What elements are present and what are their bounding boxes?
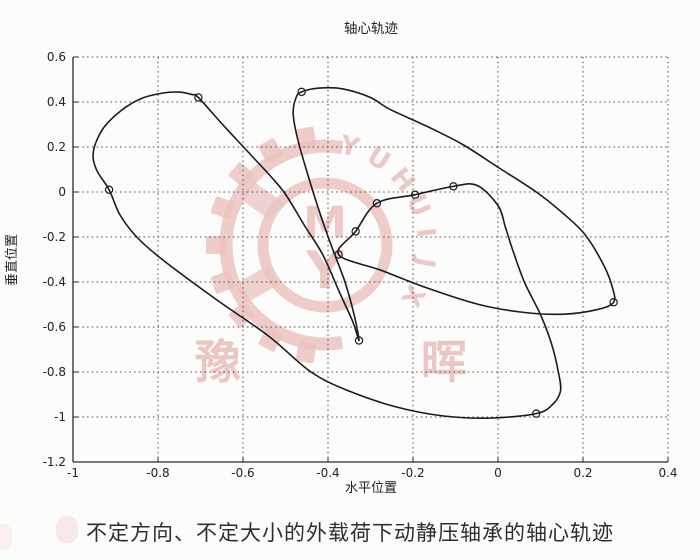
watermark-gear-tooth: [295, 341, 317, 364]
y-tick-label: 0.2: [47, 140, 66, 154]
watermark-gear-tooth: [295, 126, 317, 149]
grid-lines: [73, 56, 669, 462]
data-marker: [297, 87, 306, 97]
watermark-ring-letter: I: [410, 226, 441, 239]
watermark-spoke: [239, 180, 283, 221]
y-tick-label: 0.6: [47, 50, 66, 64]
orbit-chart: Y UHUIJXMY豫晖 -1 -0.8 -0.6 -0.4 -0.2 0 0.2 0.40.6…: [5, 21, 678, 496]
x-tick-label: 0.4: [658, 466, 677, 480]
x-tick-label: -1: [67, 466, 79, 480]
x-tick-label: -0.2: [401, 466, 424, 480]
x-tick-label: -0.6: [231, 466, 254, 480]
watermark-ring-letter: J: [409, 253, 441, 270]
watermark-ring-letter: U: [362, 141, 396, 178]
data-marker: [354, 336, 364, 345]
axes: [72, 56, 669, 463]
data-marker: [609, 298, 618, 307]
data-marker: [449, 182, 458, 191]
watermark-char-right: 晖: [421, 335, 467, 389]
scan-smudge: [0, 524, 12, 550]
data-marker: [372, 199, 382, 208]
y-tick-label: -0.8: [43, 365, 66, 379]
x-axis-label: 水平位置: [345, 481, 397, 496]
watermark-gear-tooth: [210, 196, 235, 220]
watermark-inner-circle: [257, 177, 393, 313]
scan-smudge: [56, 516, 78, 543]
watermark-gear-tooth: [210, 270, 235, 294]
data-marker: [532, 409, 541, 418]
data-marker: [410, 190, 420, 199]
orbit-path: [92, 86, 616, 420]
y-tick-label: 0: [58, 185, 66, 199]
watermark-gear-ring: [219, 139, 344, 351]
data-marker: [334, 250, 343, 259]
y-tick-label: -1.2: [43, 455, 66, 469]
watermark-gear-tooth: [206, 236, 226, 254]
watermark-gear-tooth: [228, 162, 255, 188]
y-tick-label: 0.4: [47, 95, 66, 109]
watermark-spoke: [235, 264, 280, 304]
y-tick-label: -0.6: [43, 320, 66, 334]
y-tick-label: -0.4: [43, 275, 66, 289]
watermark-ring-letter: Y: [336, 130, 364, 164]
y-axis-label: 垂直位置: [5, 234, 20, 286]
data-marker: [104, 185, 114, 194]
x-tick-label: -0.4: [316, 466, 339, 480]
figure-caption: 不定方向、不定大小的外载荷下动静压轴承的轴心轨迹: [86, 521, 614, 545]
y-tick-label: -1: [54, 410, 66, 424]
watermark-ring-letter: H: [384, 162, 421, 198]
data-marker: [194, 93, 203, 102]
watermark-monogram-m: M: [303, 198, 347, 249]
x-tick-label: 0.2: [573, 466, 592, 480]
watermark-char-left: 豫: [195, 335, 241, 389]
trajectory-curve: [92, 86, 618, 420]
y-tick-label: -0.2: [43, 230, 66, 244]
chart-title: 轴心轨迹: [344, 21, 398, 37]
data-marker: [351, 227, 360, 236]
yuhui-watermark: Y UHUIJXMY豫晖: [195, 126, 467, 389]
watermark-gear-tooth: [258, 138, 283, 164]
x-tick-label: -0.8: [146, 466, 169, 480]
tick-labels: -1 -0.8 -0.6 -0.4 -0.2 0 0.2 0.4 0.6 0.4 0.2 0 -0.2 -…: [43, 50, 678, 480]
x-tick-label: 0: [494, 466, 502, 480]
